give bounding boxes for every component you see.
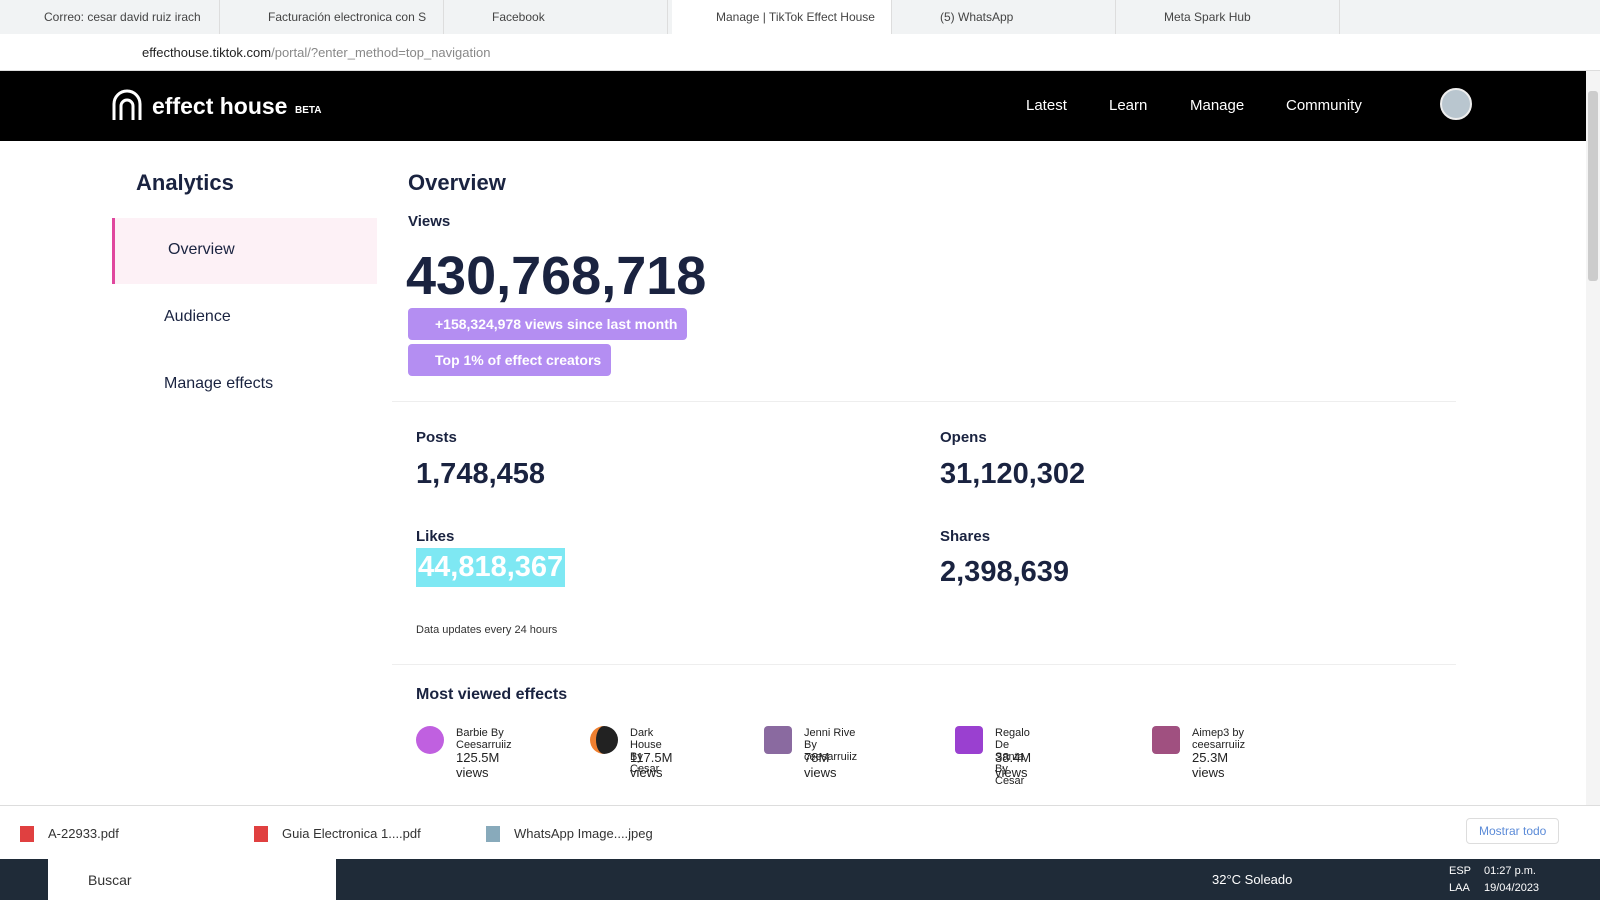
address-bar xyxy=(0,34,1600,71)
stat-value: 2,398,639 xyxy=(940,556,1070,588)
sidebar-item[interactable]: Overview xyxy=(168,241,235,258)
tab[interactable]: Correo: cesar david ruiz irach xyxy=(0,0,220,34)
effect-name: Jenni Rive By ceesarruiiz xyxy=(804,727,858,763)
lang: ESP xyxy=(1449,865,1472,877)
weather: 32°C Soleado xyxy=(1212,872,1293,887)
divider xyxy=(392,664,1456,665)
file-name: A-22933.pdf xyxy=(48,826,119,841)
effect-views: 117.5M views xyxy=(630,750,673,780)
download-bar xyxy=(0,805,1600,859)
effect-views: 78M views xyxy=(804,750,837,780)
time: 01:27 p.m. xyxy=(1484,865,1536,877)
scrollbar[interactable] xyxy=(1586,71,1600,805)
tab[interactable]: Meta Spark Hub xyxy=(1120,0,1340,34)
sidebar-active xyxy=(112,218,377,284)
divider xyxy=(392,401,1456,402)
beta: BETA xyxy=(295,105,322,116)
views-label: Views xyxy=(408,213,451,230)
tab[interactable]: (5) WhatsApp xyxy=(896,0,1116,34)
file-name: Guia Electronica 1....pdf xyxy=(282,826,421,841)
download-item[interactable]: A-22933.pdf xyxy=(20,826,119,842)
tab[interactable]: Facebook xyxy=(448,0,668,34)
stat-value: 31,120,302 xyxy=(940,458,1086,490)
nav-link[interactable]: Latest xyxy=(1026,97,1067,114)
sidebar-title: Analytics xyxy=(136,170,234,195)
url-host: effecthouse.tiktok.com xyxy=(142,45,272,60)
effect-views: 25.3M views xyxy=(1192,750,1229,780)
section-title: Most viewed effects xyxy=(416,686,568,703)
date: 19/04/2023 xyxy=(1484,882,1540,894)
effect-name: Barbie By Ceesarruiiz xyxy=(456,727,512,751)
show-all[interactable]: Mostrar todo xyxy=(1466,818,1560,844)
search-text: Buscar xyxy=(88,872,132,888)
url-path: /portal/?enter_method=top_navigation xyxy=(271,45,491,60)
note: Data updates every 24 hours xyxy=(416,624,558,636)
effect-views: 38.4M views xyxy=(995,750,1032,780)
overview-title: Overview xyxy=(408,170,506,195)
stat-label: Shares xyxy=(940,528,991,545)
effect-name: Dark House By Cesar xyxy=(630,727,662,775)
logo-icon xyxy=(112,89,142,120)
download-item[interactable]: WhatsApp Image....jpeg xyxy=(486,826,653,842)
badge-pill: Top 1% of effect creators xyxy=(408,344,612,376)
stat-value: 44,818,367 xyxy=(416,548,566,587)
stat-label: Opens xyxy=(940,429,987,446)
stat-label: Likes xyxy=(416,528,455,545)
nav-bar xyxy=(0,71,1600,141)
stat-value: 1,748,458 xyxy=(416,458,546,490)
nav-link[interactable]: Learn xyxy=(1109,97,1148,114)
nav-link[interactable]: Manage xyxy=(1190,97,1245,114)
download-item[interactable]: Guia Electronica 1....pdf xyxy=(254,826,421,842)
effect-name: Regalo De Santa By Cesar xyxy=(995,727,1030,787)
logo[interactable]: effect house xyxy=(152,93,288,119)
sidebar-item[interactable]: Manage effects xyxy=(164,375,274,392)
avatar[interactable] xyxy=(1440,88,1472,120)
sidebar-item[interactable]: Audience xyxy=(164,308,231,325)
region: LAA xyxy=(1449,882,1470,894)
effect-views: 125.5M views xyxy=(456,750,500,780)
tab[interactable]: Manage | TikTok Effect House xyxy=(672,0,892,34)
tab[interactable]: Facturación electronica con S xyxy=(224,0,444,34)
search-box[interactable] xyxy=(48,859,336,900)
url[interactable]: effecthouse.tiktok.com/portal/?enter_met… xyxy=(142,45,490,60)
views-value: 430,768,718 xyxy=(406,246,707,306)
growth-pill: +158,324,978 views since last month xyxy=(408,308,688,340)
effect-name: Aimep3 by ceesarruiiz xyxy=(1192,727,1246,751)
nav-link[interactable]: Community xyxy=(1286,97,1362,114)
file-name: WhatsApp Image....jpeg xyxy=(514,826,653,841)
stat-label: Posts xyxy=(416,429,457,446)
